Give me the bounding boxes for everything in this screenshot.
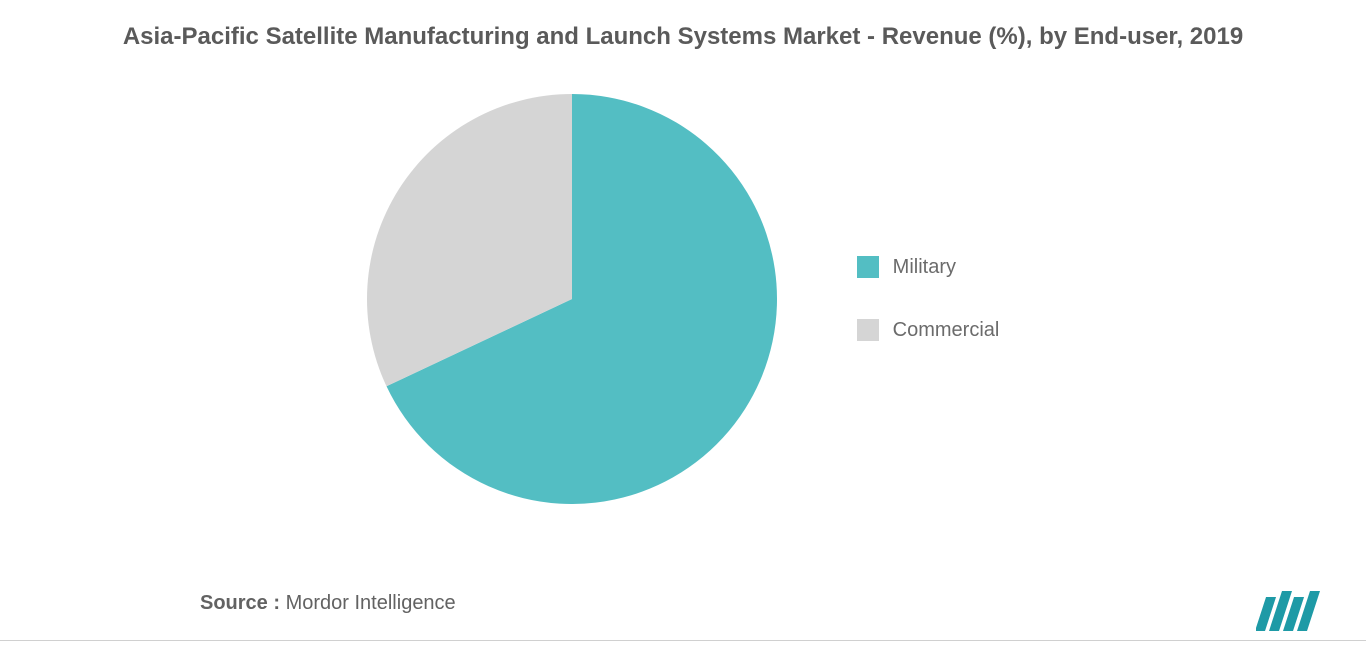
pie-svg bbox=[367, 94, 777, 504]
source-line: Source : Mordor Intelligence bbox=[200, 592, 456, 615]
bottom-divider bbox=[0, 640, 1366, 641]
legend-label-commercial: Commercial bbox=[893, 319, 1000, 342]
chart-container: Asia-Pacific Satellite Manufacturing and… bbox=[0, 0, 1366, 655]
legend-swatch-military bbox=[857, 256, 879, 278]
chart-body: Military Commercial bbox=[30, 64, 1336, 534]
legend-item-commercial: Commercial bbox=[857, 319, 1000, 342]
mordor-logo-icon bbox=[1256, 591, 1336, 633]
source-label: Source : bbox=[200, 592, 280, 614]
legend-item-military: Military bbox=[857, 256, 1000, 279]
legend-swatch-commercial bbox=[857, 319, 879, 341]
legend: Military Commercial bbox=[857, 256, 1000, 342]
mordor-logo-svg bbox=[1256, 591, 1336, 633]
source-text: Mordor Intelligence bbox=[286, 592, 456, 614]
legend-label-military: Military bbox=[893, 256, 956, 279]
pie-chart bbox=[367, 94, 777, 504]
chart-title: Asia-Pacific Satellite Manufacturing and… bbox=[83, 20, 1283, 54]
